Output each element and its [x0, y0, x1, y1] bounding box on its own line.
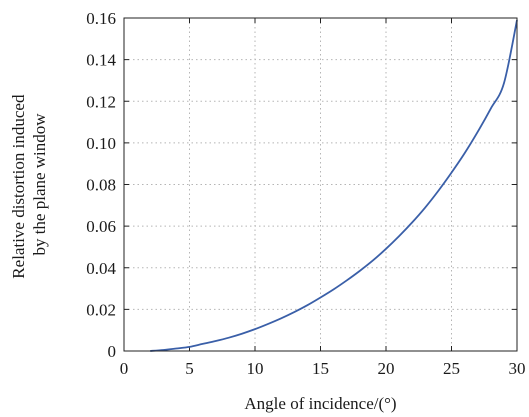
- x-tick-label: 30: [509, 359, 526, 378]
- series-layer: [150, 19, 518, 352]
- x-axis-title: Angle of incidence/(°): [244, 394, 396, 413]
- plot-frame: [123, 17, 518, 352]
- y-tick-label: 0.12: [86, 92, 116, 111]
- y-tick-label: 0.16: [86, 9, 116, 28]
- x-tick-label: 20: [378, 359, 395, 378]
- y-tick-label: 0.06: [86, 217, 116, 236]
- y-tick-label: 0.08: [86, 176, 116, 195]
- y-tick-label: 0.10: [86, 134, 116, 153]
- y-axis-tick-labels: 0 0.02 0.04 0.06 0.08 0.10 0.12 0.14 0.16: [86, 9, 116, 361]
- x-tick-label: 25: [443, 359, 460, 378]
- grid: [124, 18, 517, 351]
- y-tick-label: 0.14: [86, 51, 116, 70]
- series-line: [150, 19, 518, 352]
- y-axis-title: Relative distortion induced by the plane…: [9, 90, 49, 278]
- x-tick-label: 0: [120, 359, 129, 378]
- y-axis-title-line-2: by the plane window: [30, 113, 49, 256]
- x-tick-label: 5: [185, 359, 194, 378]
- y-tick-label: 0.04: [86, 259, 116, 278]
- y-tick-label: 0: [108, 342, 117, 361]
- y-axis-title-line-1: Relative distortion induced: [9, 94, 28, 279]
- x-tick-label: 15: [312, 359, 329, 378]
- y-tick-label: 0.02: [86, 300, 116, 319]
- x-axis-tick-labels: 0 5 10 15 20 25 30: [120, 359, 526, 378]
- x-tick-label: 10: [247, 359, 264, 378]
